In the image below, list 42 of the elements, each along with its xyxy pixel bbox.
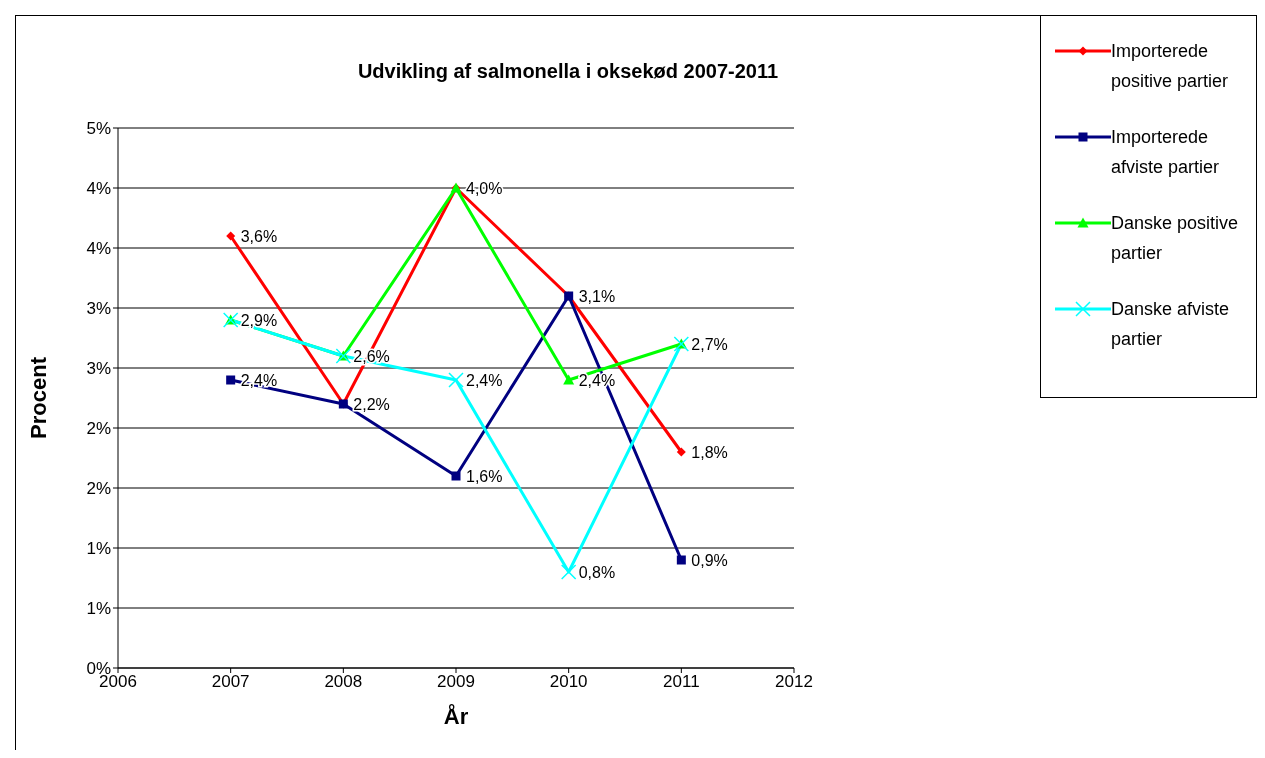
data-label: 1,6% — [466, 468, 503, 485]
data-label: 0,8% — [578, 564, 616, 581]
point — [560, 564, 577, 580]
data-label: 2,9% — [240, 312, 278, 329]
data-label: 0,9% — [691, 552, 728, 569]
point — [226, 375, 236, 385]
point — [448, 372, 464, 388]
y-tick-label: 2% — [86, 419, 111, 439]
legend-label: Importerede positive partier — [1111, 40, 1230, 93]
y-tick-label: 3% — [86, 299, 111, 319]
y-tick-label: 3% — [86, 359, 111, 379]
x-tick-label: 2011 — [663, 672, 700, 692]
data-label: 2,7% — [691, 336, 728, 353]
data-label: 2,4% — [240, 372, 278, 389]
x-tick-label: 2009 — [437, 672, 475, 692]
data-label: 2,4% — [466, 372, 503, 389]
point — [676, 555, 686, 565]
data-label: 2,2% — [353, 396, 390, 413]
data-label: 1,8% — [691, 444, 728, 461]
point — [226, 231, 236, 241]
y-tick-label: 1% — [86, 599, 111, 619]
y-axis-title: Procent — [25, 356, 51, 439]
chart-title: Udvikling af salmonella i oksekød 2007-2011 — [356, 60, 780, 83]
y-tick-label: 5% — [86, 119, 111, 139]
y-tick-label: 4% — [86, 179, 111, 199]
data-label: 4,0% — [466, 180, 503, 197]
data-label: 3,1% — [578, 288, 616, 305]
x-tick-label: 2010 — [549, 672, 588, 692]
legend-label: Danske positive partier — [1111, 212, 1240, 265]
x-tick-label: 2008 — [324, 672, 363, 692]
y-tick-label: 2% — [86, 479, 111, 499]
legend-label: Danske afviste partier — [1111, 298, 1231, 351]
point — [563, 374, 575, 385]
data-label: 3,6% — [240, 228, 278, 245]
point — [676, 447, 686, 457]
x-tick-label: 2012 — [775, 672, 813, 692]
legend-label: Importerede afviste partier — [1111, 126, 1221, 179]
x-tick-label: 2007 — [211, 672, 250, 692]
x-axis-title: År — [443, 703, 469, 729]
y-tick-label: 4% — [86, 239, 111, 259]
point — [451, 471, 461, 481]
y-tick-label: 1% — [86, 539, 111, 559]
